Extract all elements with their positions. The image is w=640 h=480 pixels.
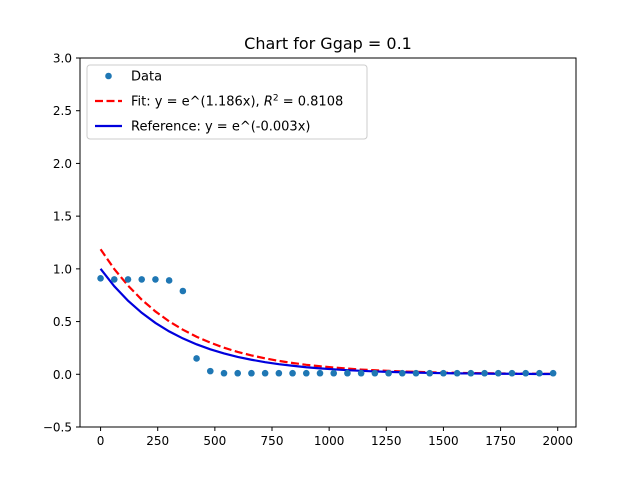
- data-point: [261, 369, 269, 377]
- axes: 0 250 500 750 1000 1250 1500 1750 2000 −0.5 0.0 0.5…: [43, 52, 577, 448]
- legend-text-superscript: 2: [273, 94, 279, 104]
- legend-label-2: Reference: y = e^(-0.003x): [131, 120, 310, 135]
- legend-box: [86, 64, 368, 140]
- data-point: [494, 369, 502, 377]
- legend-marker-data: [105, 72, 112, 80]
- data-point: [549, 369, 557, 377]
- data-point: [275, 369, 283, 377]
- legend-label-1: Fit: y = e^(1.186x), R2 = 0.8108: [131, 94, 343, 110]
- y-tick-label: −0.5: [43, 421, 72, 435]
- data-point: [152, 276, 159, 283]
- legend: Data Fit: y = e^(1.186x), R2 = 0.8108 Refe…: [86, 64, 368, 140]
- y-tick-label: 0.0: [53, 368, 72, 382]
- y-tick-label: 1.0: [53, 262, 72, 276]
- data-point: [124, 276, 132, 283]
- data-point: [193, 355, 200, 362]
- x-tick-label: 1500: [428, 434, 459, 448]
- y-tick-label: 0.5: [53, 315, 72, 329]
- y-tick-label: 3.0: [53, 52, 72, 66]
- data-point: [289, 369, 296, 377]
- x-tick-label: 1750: [485, 434, 516, 448]
- y-tick-label: 2.0: [53, 157, 72, 171]
- data-point: [440, 369, 447, 377]
- plot-area: [97, 248, 557, 377]
- legend-text-part: = 0.8108: [279, 95, 344, 110]
- x-tick-label: 500: [203, 434, 226, 448]
- y-tick-label: 1.5: [53, 210, 72, 224]
- data-point: [385, 369, 392, 377]
- data-point: [522, 369, 530, 377]
- data-point: [316, 369, 324, 377]
- x-tick-label: 1250: [371, 434, 402, 448]
- data-point: [206, 367, 214, 375]
- x-tick-label: 750: [261, 434, 284, 448]
- data-point: [138, 276, 146, 283]
- data-point: [97, 275, 104, 282]
- data-point: [234, 369, 242, 377]
- series-line-2: [99, 268, 554, 376]
- data-point: [508, 369, 516, 377]
- data-point: [398, 369, 406, 377]
- data-point: [467, 369, 475, 377]
- data-point: [344, 369, 351, 377]
- axes-frame: [79, 57, 577, 428]
- data-point: [426, 369, 434, 377]
- y-tick-label: 2.5: [53, 104, 72, 118]
- chart-title: Chart for Ggap = 0.1: [244, 34, 412, 53]
- data-point: [179, 287, 187, 295]
- data-point: [110, 276, 118, 283]
- data-point: [371, 369, 379, 377]
- x-tick-label: 0: [97, 434, 105, 448]
- data-point: [536, 369, 543, 377]
- data-point: [481, 369, 488, 377]
- data-point: [453, 369, 461, 377]
- legend-text-italic: R: [264, 95, 273, 110]
- data-point: [302, 369, 310, 377]
- data-point: [220, 369, 228, 377]
- x-tick-label: 250: [146, 434, 169, 448]
- x-tick-label: 1000: [314, 434, 345, 448]
- data-point: [330, 369, 338, 377]
- x-tick-label: 2000: [542, 434, 573, 448]
- data-point: [165, 277, 173, 284]
- data-point: [357, 369, 365, 377]
- legend-label-0: Data: [131, 70, 162, 85]
- data-point: [412, 369, 420, 377]
- plot-content: [97, 248, 557, 377]
- legend-text-part: Fit: y = e^(1.186x),: [131, 95, 264, 110]
- data-point: [248, 369, 255, 377]
